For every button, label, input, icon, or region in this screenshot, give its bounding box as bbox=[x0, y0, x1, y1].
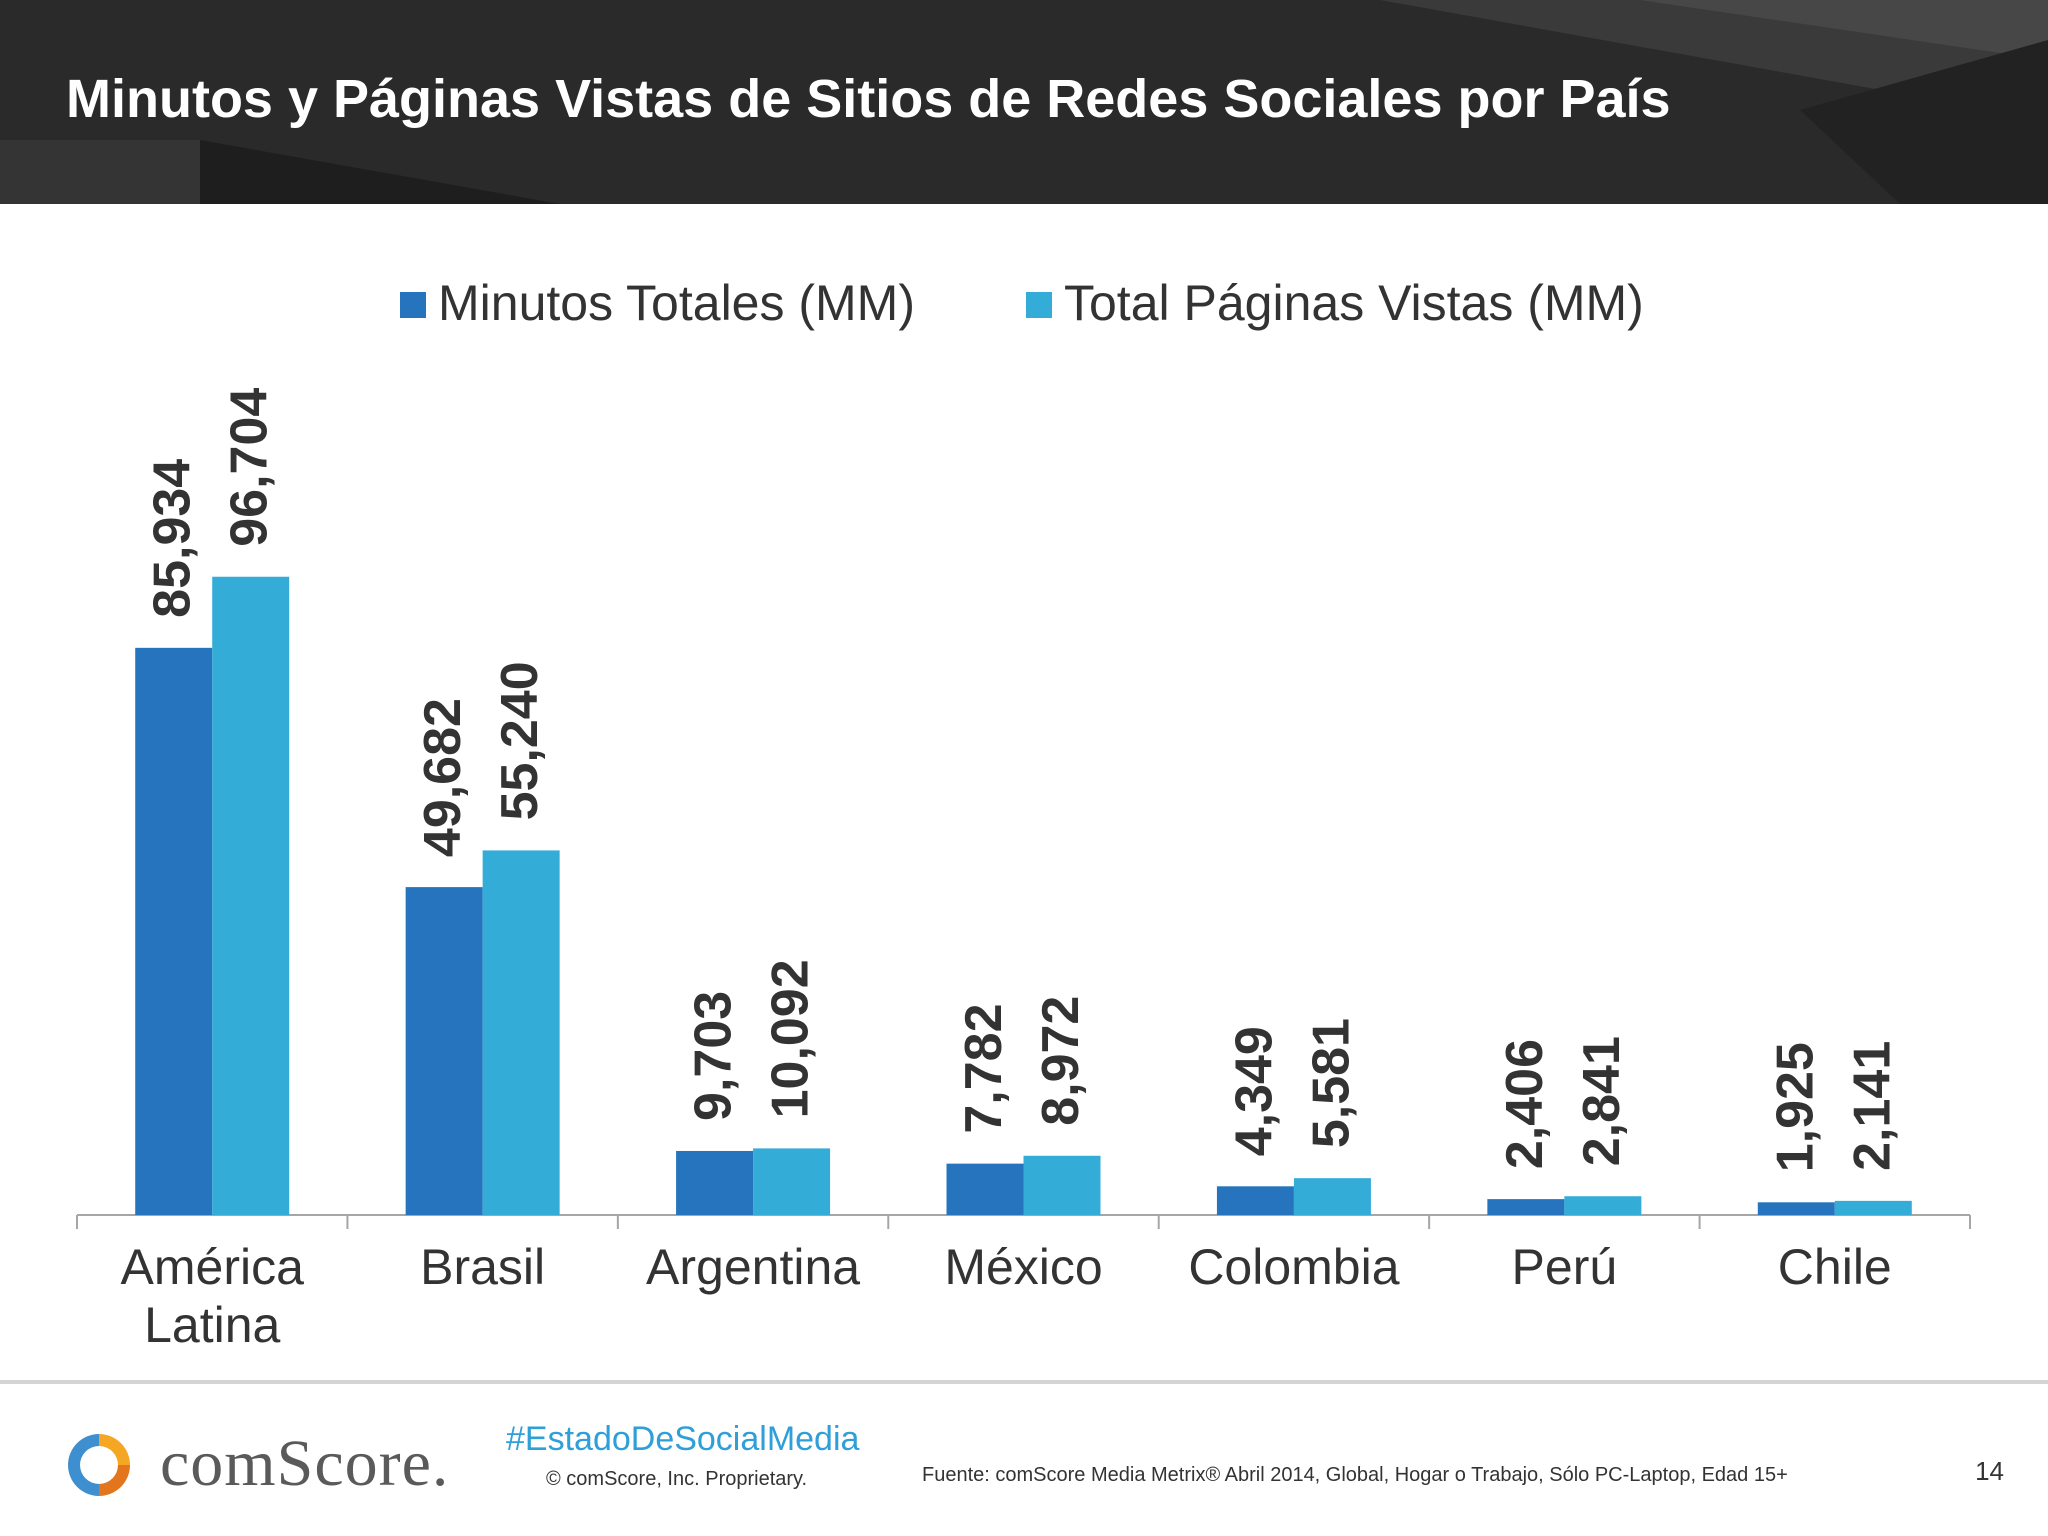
bar-1 bbox=[405, 887, 483, 1215]
slide-header: Minutos y Páginas Vistas de Sitios de Re… bbox=[0, 0, 2048, 204]
source-note: Fuente: comScore Media Metrix® Abril 201… bbox=[922, 1464, 1788, 1486]
data-label: 7,782 bbox=[955, 1003, 1013, 1133]
slide-footer: comScore. #EstadoDeSocialMedia © comScor… bbox=[0, 1384, 2048, 1536]
data-label: 9,703 bbox=[685, 991, 743, 1121]
legend-label-2: Total Páginas Vistas (MM) bbox=[1064, 275, 1644, 331]
data-label: 55,240 bbox=[491, 661, 549, 820]
data-label: 85,934 bbox=[144, 459, 202, 618]
bar-1 bbox=[1487, 1199, 1565, 1215]
legend-swatch-1 bbox=[400, 292, 426, 318]
category-label: Latina bbox=[144, 1297, 280, 1353]
data-label: 2,841 bbox=[1573, 1036, 1631, 1166]
data-label: 2,406 bbox=[1496, 1039, 1554, 1169]
header-background-shapes bbox=[0, 0, 2048, 204]
data-label: 5,581 bbox=[1302, 1018, 1360, 1148]
category-label: América bbox=[121, 1239, 305, 1295]
comscore-logo-icon bbox=[68, 1434, 130, 1496]
data-label: 10,092 bbox=[762, 959, 820, 1118]
bar-2 bbox=[1023, 1155, 1101, 1215]
bar-2 bbox=[1834, 1200, 1912, 1215]
category-label: Chile bbox=[1778, 1239, 1892, 1295]
page-number: 14 bbox=[1975, 1456, 2004, 1486]
bar-2 bbox=[1564, 1196, 1642, 1215]
category-label: Perú bbox=[1512, 1239, 1618, 1295]
bar-chart: Minutos Totales (MM) Total Páginas Vistas… bbox=[76, 275, 1971, 1353]
slide-title: Minutos y Páginas Vistas de Sitios de Re… bbox=[66, 69, 1671, 129]
copyright-note: © comScore, Inc. Proprietary. bbox=[546, 1468, 808, 1490]
bar-2 bbox=[1293, 1178, 1371, 1215]
bar-1 bbox=[1216, 1186, 1294, 1215]
bar-2 bbox=[212, 576, 290, 1215]
data-label: 96,704 bbox=[221, 388, 279, 547]
legend-swatch-2 bbox=[1026, 292, 1052, 318]
category-label: Brasil bbox=[420, 1239, 545, 1295]
bar-1 bbox=[1757, 1202, 1835, 1215]
data-label: 8,972 bbox=[1032, 996, 1090, 1126]
hashtag-link[interactable]: #EstadoDeSocialMedia bbox=[506, 1420, 860, 1458]
category-label: Argentina bbox=[646, 1239, 860, 1295]
bar-2 bbox=[753, 1148, 831, 1215]
bar-1 bbox=[135, 647, 213, 1215]
chart-area: Minutos Totales (MM) Total Páginas Vistas… bbox=[0, 204, 2048, 1380]
bar-2 bbox=[482, 850, 560, 1215]
data-label: 4,349 bbox=[1225, 1026, 1283, 1156]
legend-label-1: Minutos Totales (MM) bbox=[438, 275, 915, 331]
footer-divider bbox=[0, 1380, 2048, 1384]
bar-1 bbox=[676, 1150, 754, 1215]
data-label: 49,682 bbox=[414, 698, 472, 857]
bar-1 bbox=[946, 1163, 1024, 1215]
category-label: Colombia bbox=[1188, 1239, 1399, 1295]
data-label: 2,141 bbox=[1843, 1041, 1901, 1171]
category-label: México bbox=[944, 1239, 1102, 1295]
data-label: 1,925 bbox=[1766, 1042, 1824, 1172]
brand-name: comScore. bbox=[160, 1427, 450, 1500]
